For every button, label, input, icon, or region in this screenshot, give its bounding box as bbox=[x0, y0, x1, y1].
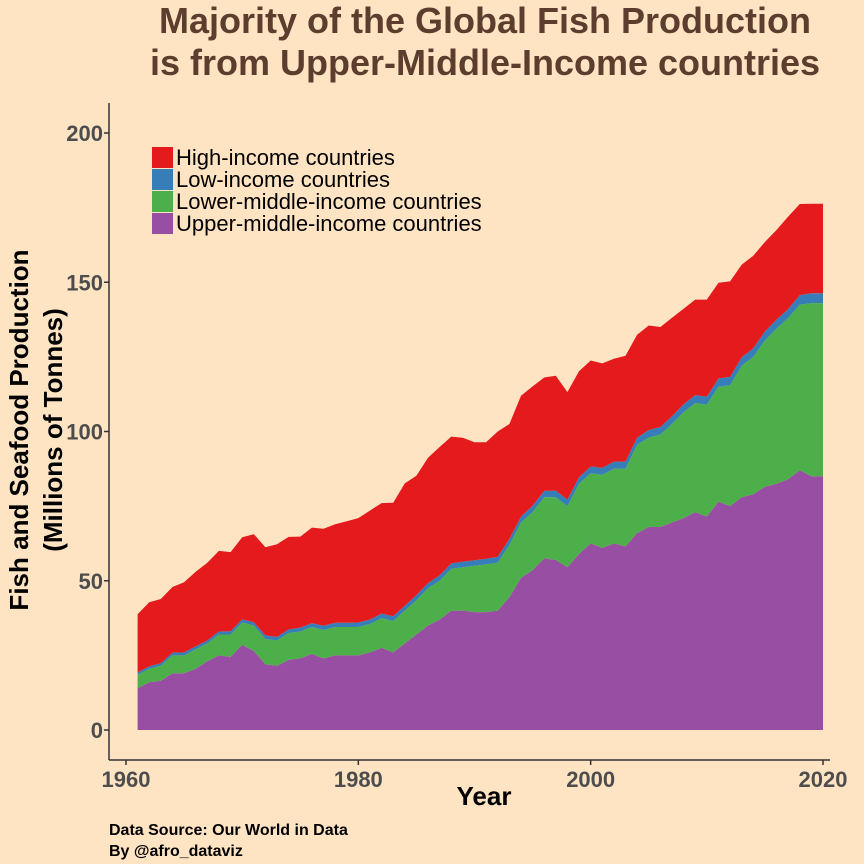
y-tick-label: 0 bbox=[91, 718, 103, 743]
area-high-income-countries bbox=[137, 203, 824, 673]
legend-swatch bbox=[152, 191, 173, 212]
x-tick-label: 2000 bbox=[566, 767, 615, 792]
caption: Data Source: Our World in Data By @afro_… bbox=[109, 820, 348, 862]
y-tick-label: 100 bbox=[66, 420, 103, 445]
x-axis-title: Year bbox=[457, 781, 512, 811]
chart-title-line-2: is from Upper-Middle-Income countries bbox=[149, 42, 821, 83]
legend-label: High-income countries bbox=[176, 145, 395, 170]
legend-label: Lower-middle-income countries bbox=[176, 189, 482, 214]
y-axis-title: Fish and Seafood Production (Millions of… bbox=[4, 249, 68, 610]
x-tick-label: 1960 bbox=[102, 767, 151, 792]
area-upper-middle-income-countries bbox=[137, 470, 824, 730]
x-tick-label: 1980 bbox=[334, 767, 383, 792]
legend-swatch bbox=[152, 213, 173, 234]
x-tick-label: 2020 bbox=[799, 767, 848, 792]
author-credit: By @afro_dataviz bbox=[109, 843, 243, 860]
legend-label: Low-income countries bbox=[176, 167, 390, 192]
data-source-credit: Data Source: Our World in Data bbox=[109, 822, 348, 839]
y-tick-label: 150 bbox=[66, 270, 103, 295]
y-tick-label: 50 bbox=[79, 569, 103, 594]
y-tick-label: 200 bbox=[66, 121, 103, 146]
axis-ticks: 0 50 100 150 200 1960 1980 2000 2020 bbox=[66, 121, 847, 792]
legend-swatch bbox=[152, 147, 173, 168]
y-axis-title-line-2: (Millions of Tonnes) bbox=[38, 308, 68, 552]
area-lower-middle-income-countries bbox=[137, 303, 824, 689]
y-axis-title-line-1: Fish and Seafood Production bbox=[4, 249, 34, 610]
legend-swatch bbox=[152, 169, 173, 190]
stacked-area-layers bbox=[137, 203, 824, 730]
legend-label: Upper-middle-income countries bbox=[176, 211, 482, 236]
chart-title-line-1: Majority of the Global Fish Production bbox=[158, 0, 811, 41]
chart-title: Majority of the Global Fish Production i… bbox=[100, 0, 864, 84]
